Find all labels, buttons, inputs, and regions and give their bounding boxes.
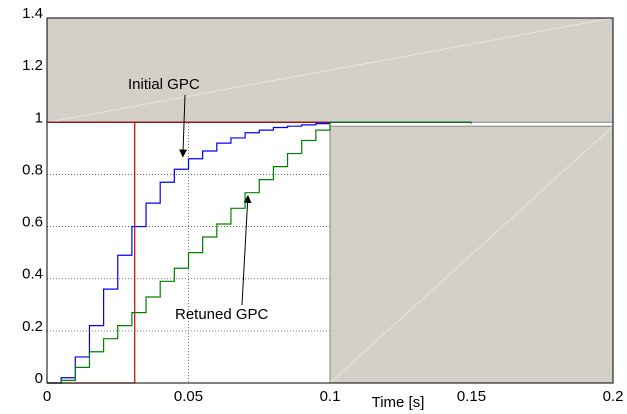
y-tick-label: 0.4 <box>22 266 43 283</box>
y-tick-label: 0 <box>35 370 43 387</box>
series-line <box>47 121 472 384</box>
annotation-arrow <box>179 94 188 158</box>
x-tick-label: 0.05 <box>174 388 203 405</box>
y-tick-label: 0.8 <box>22 161 43 178</box>
region-diagonal <box>46 17 614 123</box>
y-tick-label: 1 <box>35 109 43 126</box>
x-axis-label: Time [s] <box>372 394 425 411</box>
y-tick-label: 1.2 <box>22 57 43 74</box>
series-line <box>47 121 472 384</box>
y-tick-label: 1.4 <box>22 5 43 22</box>
region-diagonal <box>329 125 614 384</box>
x-tick-label: 0.1 <box>320 388 341 405</box>
x-tick-label: 0.15 <box>457 388 486 405</box>
y-tick-label: 0.2 <box>22 318 43 335</box>
annotation: Initial GPC <box>128 76 200 93</box>
annotation: Retuned GPC <box>175 306 269 323</box>
x-tick-label: 0 <box>43 388 51 405</box>
axes-frame <box>46 17 614 384</box>
x-tick-label: 0.2 <box>603 388 624 405</box>
annotation-arrow <box>241 194 252 306</box>
y-tick-label: 0.6 <box>22 214 43 231</box>
